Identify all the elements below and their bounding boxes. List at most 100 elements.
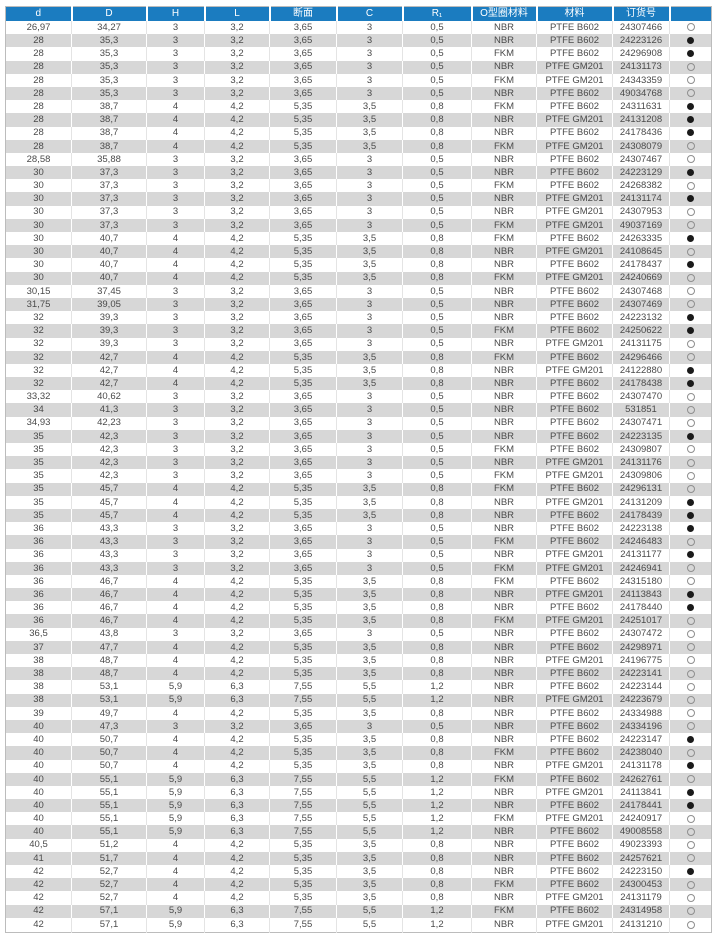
table-cell-material: PTFE GM201: [536, 654, 613, 668]
table-cell-H: 3: [146, 429, 205, 443]
table-cell-H: 5,9: [146, 917, 205, 933]
table-cell-order_number: 24178437: [612, 258, 670, 272]
table-cell-cross_section: 5,35: [269, 891, 337, 905]
table-cell-d: 28: [5, 86, 72, 101]
table-cell-D: 47,7: [71, 640, 147, 654]
table-cell-H: 5,9: [146, 680, 205, 694]
table-cell-order_number: 24314958: [612, 904, 670, 918]
table-row: 35 42,3 3 3,2 3,65 3 0,5 FKM PTFE GM201 24309806: [5, 469, 712, 483]
table-cell-L: 3,2: [204, 60, 270, 74]
table-cell-C: 3,5: [336, 495, 403, 509]
table-cell-L: 4,2: [204, 759, 270, 773]
table-cell-o_ring_material: NBR: [471, 680, 537, 694]
availability-marker-cell: [670, 469, 712, 482]
table-cell-H: 5,9: [146, 785, 205, 800]
table-cell-L: 3,2: [204, 469, 270, 483]
table-cell-D: 42,3: [71, 429, 147, 443]
table-cell-R1: 0,8: [402, 706, 472, 720]
table-cell-cross_section: 3,65: [269, 535, 337, 549]
table-cell-material: PTFE B602: [536, 772, 613, 786]
table-cell-D: 35,3: [71, 60, 147, 74]
table-cell-order_number: 24334196: [612, 719, 670, 734]
table-cell-C: 3: [336, 73, 403, 87]
availability-marker-cell: [669, 456, 712, 470]
table-cell-L: 3,2: [204, 522, 270, 536]
availability-marker-cell: [669, 271, 712, 285]
table-cell-d: 26,97: [5, 21, 72, 35]
table-cell-L: 3,2: [204, 192, 270, 206]
table-row: 35 45,7 4 4,2 5,35 3,5 0,8 NBR PTFE B602 24178439: [5, 508, 712, 523]
table-row: 31,75 39,05 3 3,2 3,65 3 0,5 NBR PTFE B602 243074…: [5, 297, 712, 312]
table-cell-H: 3: [146, 284, 205, 298]
column-header-C: C: [336, 6, 404, 21]
table-row: 35 45,7 4 4,2 5,35 3,5 0,8 FKM PTFE B602 24296131: [5, 482, 712, 496]
table-cell-R1: 0,5: [402, 443, 472, 457]
table-cell-d: 36: [5, 588, 72, 602]
table-cell-order_number: 24131209: [612, 495, 670, 509]
table-cell-o_ring_material: NBR: [471, 667, 537, 681]
table-cell-o_ring_material: NBR: [471, 192, 537, 206]
table-row: 35 45,7 4 4,2 5,35 3,5 0,8 NBR PTFE GM201 2413120…: [5, 495, 712, 509]
table-cell-C: 3,5: [336, 891, 403, 905]
table-cell-cross_section: 3,65: [269, 390, 337, 404]
table-cell-L: 3,2: [204, 284, 270, 298]
table-cell-d: 35: [5, 429, 72, 443]
table-cell-cross_section: 3,65: [269, 218, 337, 232]
availability-marker-cell: [669, 746, 712, 760]
table-cell-cross_section: 7,55: [269, 799, 337, 813]
filled-circle-icon: [687, 116, 694, 124]
open-circle-icon: [686, 142, 695, 151]
table-cell-cross_section: 5,35: [269, 139, 337, 153]
table-cell-D: 46,7: [71, 601, 147, 615]
table-cell-H: 3: [146, 416, 205, 430]
table-cell-d: 35: [5, 495, 72, 509]
table-cell-R1: 0,8: [402, 667, 472, 681]
table-cell-d: 36: [5, 535, 72, 549]
table-cell-D: 41,3: [71, 403, 147, 417]
table-cell-o_ring_material: NBR: [471, 126, 537, 140]
table-cell-d: 35: [5, 456, 72, 470]
table-cell-o_ring_material: NBR: [471, 785, 537, 800]
availability-marker-cell: [670, 127, 712, 140]
table-cell-material: PTFE B602: [536, 232, 613, 246]
table-cell-D: 42,7: [71, 350, 147, 364]
table-cell-C: 3: [336, 86, 403, 101]
table-cell-H: 4: [146, 588, 205, 602]
table-cell-cross_section: 7,55: [269, 917, 337, 933]
table-row: 30 40,7 4 4,2 5,35 3,5 0,8 NBR PTFE B602 24178437: [5, 258, 712, 272]
table-cell-d: 30: [5, 271, 72, 285]
table-cell-D: 50,7: [71, 733, 147, 747]
table-cell-d: 35: [5, 443, 72, 457]
table-cell-C: 3: [336, 627, 403, 641]
table-cell-o_ring_material: FKM: [471, 139, 537, 153]
table-cell-D: 34,27: [71, 21, 147, 35]
table-cell-D: 45,7: [71, 508, 147, 523]
table-cell-D: 46,7: [71, 574, 147, 589]
table-cell-order_number: 24178440: [612, 601, 670, 615]
table-cell-C: 5,5: [336, 825, 403, 839]
table-cell-order_number: 24131210: [612, 917, 670, 933]
table-cell-L: 4,2: [204, 588, 270, 602]
table-row: 30 40,7 4 4,2 5,35 3,5 0,8 FKM PTFE B602 24263335: [5, 232, 712, 246]
table-cell-D: 35,88: [71, 152, 147, 167]
table-cell-H: 3: [146, 166, 205, 180]
table-cell-H: 3: [146, 324, 205, 338]
filled-circle-icon: [687, 366, 694, 374]
table-cell-C: 3: [336, 34, 403, 48]
table-cell-D: 43,3: [71, 548, 147, 562]
table-cell-H: 3: [146, 152, 205, 167]
table-cell-C: 3: [336, 297, 403, 312]
table-cell-material: PTFE B602: [536, 100, 613, 114]
open-circle-icon: [686, 682, 695, 691]
table-cell-H: 4: [146, 851, 205, 865]
table-cell-R1: 0,8: [402, 113, 472, 127]
availability-marker-cell: [670, 338, 712, 351]
availability-marker-cell: [669, 60, 712, 74]
table-cell-D: 43,3: [71, 535, 147, 549]
table-row: 32 42,7 4 4,2 5,35 3,5 0,8 FKM PTFE B602 24296466: [5, 350, 712, 364]
table-cell-L: 6,3: [204, 904, 270, 918]
table-cell-L: 3,2: [204, 548, 270, 562]
table-cell-d: 28: [5, 100, 72, 114]
table-cell-H: 3: [146, 561, 205, 575]
table-cell-R1: 0,5: [402, 179, 472, 193]
